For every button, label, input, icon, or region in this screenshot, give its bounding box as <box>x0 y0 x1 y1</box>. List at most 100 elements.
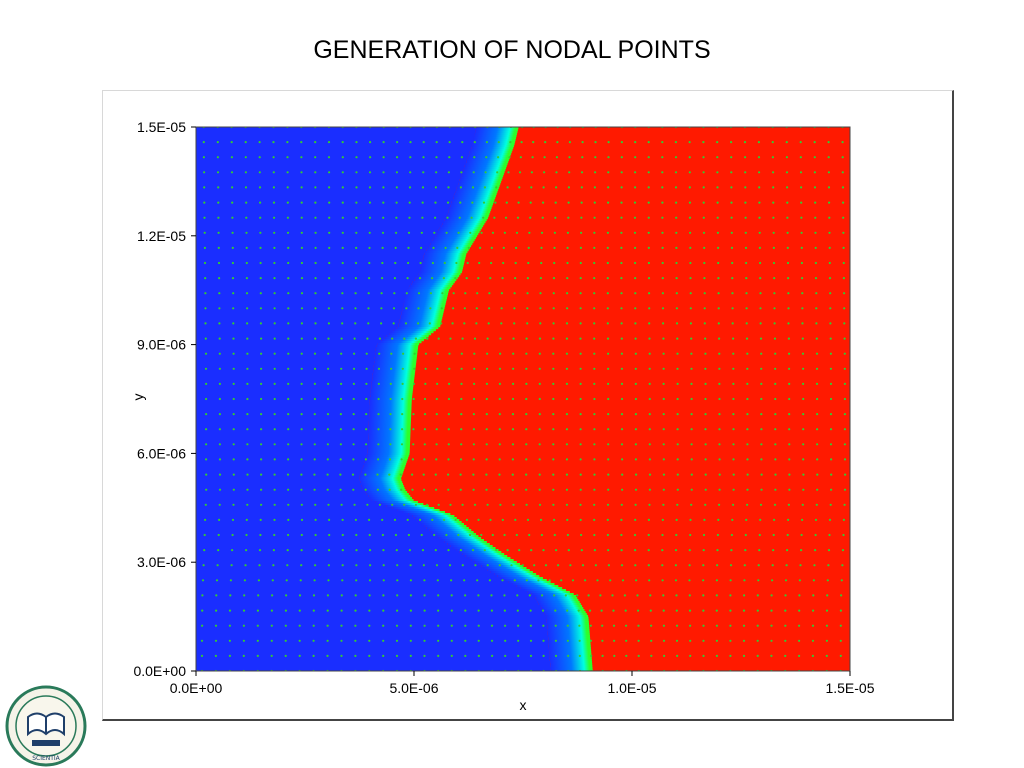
nodal-point <box>420 246 423 249</box>
nodal-point <box>407 246 410 249</box>
nodal-point <box>744 186 747 189</box>
nodal-point <box>625 639 628 642</box>
nodal-point <box>634 458 638 461</box>
nodal-point <box>718 352 721 355</box>
nodal-point <box>273 367 276 370</box>
nodal-point <box>353 503 356 506</box>
nodal-point <box>772 549 775 552</box>
nodal-point <box>473 382 476 385</box>
nodal-point <box>606 261 609 265</box>
low-region-strip <box>196 445 368 448</box>
nodal-point <box>690 367 693 370</box>
nodal-point <box>811 639 815 642</box>
nodal-point <box>457 533 460 537</box>
nodal-point <box>477 594 480 597</box>
nodal-point <box>339 473 342 476</box>
nodal-point <box>353 337 356 340</box>
nodal-point <box>300 443 303 446</box>
nodal-point <box>485 367 489 370</box>
transition-band-strip <box>401 311 444 314</box>
nodal-point <box>364 488 367 491</box>
nodal-point <box>218 292 221 295</box>
nodal-point <box>718 443 721 446</box>
nodal-point <box>455 261 458 265</box>
nodal-point <box>661 549 664 552</box>
y-tick-label: 1.5E-05 <box>137 119 186 135</box>
nodal-point <box>828 246 831 249</box>
nodal-point <box>842 216 845 219</box>
nodal-point <box>593 458 596 461</box>
nodal-point <box>633 533 637 537</box>
nodal-point <box>579 458 582 461</box>
nodal-point <box>260 352 263 355</box>
transition-band-strip <box>453 547 496 550</box>
nodal-point <box>494 201 497 204</box>
transition-band-strip <box>540 605 583 608</box>
low-region-strip <box>196 425 369 428</box>
nodal-point <box>690 473 693 476</box>
nodal-point <box>568 156 571 159</box>
nodal-point <box>520 141 523 144</box>
nodal-point <box>637 654 640 658</box>
nodal-point <box>406 277 409 280</box>
nodal-point <box>328 533 331 537</box>
nodal-point <box>661 246 664 249</box>
low-region-strip <box>196 155 469 158</box>
nodal-point <box>377 458 380 461</box>
node-layer <box>200 127 847 671</box>
nodal-point <box>731 518 734 521</box>
nodal-point <box>798 579 802 582</box>
low-region-strip <box>196 545 451 548</box>
nodal-point <box>476 579 479 582</box>
low-region-strip <box>196 385 372 388</box>
transition-band-strip <box>374 363 417 366</box>
nodal-point <box>205 397 208 401</box>
transition-band-strip <box>369 497 412 500</box>
nodal-point <box>702 594 705 597</box>
nodal-point <box>552 292 555 295</box>
transition-band-strip <box>549 659 592 662</box>
nodal-point <box>431 518 434 521</box>
nodal-point <box>620 231 623 234</box>
low-region-strip <box>196 191 456 194</box>
low-region-strip <box>196 323 399 326</box>
transition-band-strip <box>494 573 537 576</box>
low-region-strip <box>196 215 447 218</box>
low-region-strip <box>196 211 449 214</box>
nodal-point <box>690 337 693 340</box>
nodal-point <box>647 549 650 552</box>
nodal-point <box>539 277 542 280</box>
nodal-point <box>480 533 483 537</box>
nodal-point <box>367 292 370 295</box>
nodal-point <box>552 307 555 310</box>
nodal-point <box>486 352 489 355</box>
nodal-point <box>842 231 845 234</box>
nodal-point <box>566 292 569 295</box>
nodal-point <box>286 473 290 476</box>
nodal-point <box>716 141 719 144</box>
nodal-point <box>487 322 490 325</box>
nodal-point <box>675 307 679 310</box>
nodal-point <box>788 382 791 385</box>
nodal-point <box>566 624 569 627</box>
nodal-point <box>369 564 372 567</box>
nodal-point <box>203 246 206 249</box>
nodal-point <box>606 518 609 521</box>
nodal-point <box>716 186 719 189</box>
transition-band-strip <box>398 325 441 328</box>
nodal-point <box>367 322 370 325</box>
nodal-point <box>204 503 207 506</box>
nodal-point <box>314 141 317 144</box>
nodal-point <box>400 488 403 491</box>
transition-band-strip <box>371 387 414 390</box>
nodal-point <box>244 186 248 189</box>
low-region-strip <box>196 393 371 396</box>
nodal-point <box>788 397 791 401</box>
nodal-point <box>228 654 231 658</box>
nodal-point <box>744 549 747 552</box>
nodal-point <box>243 579 246 582</box>
nodal-point <box>540 533 543 537</box>
nodal-point <box>607 171 610 174</box>
low-region-strip <box>196 327 397 330</box>
nodal-point <box>507 171 510 174</box>
